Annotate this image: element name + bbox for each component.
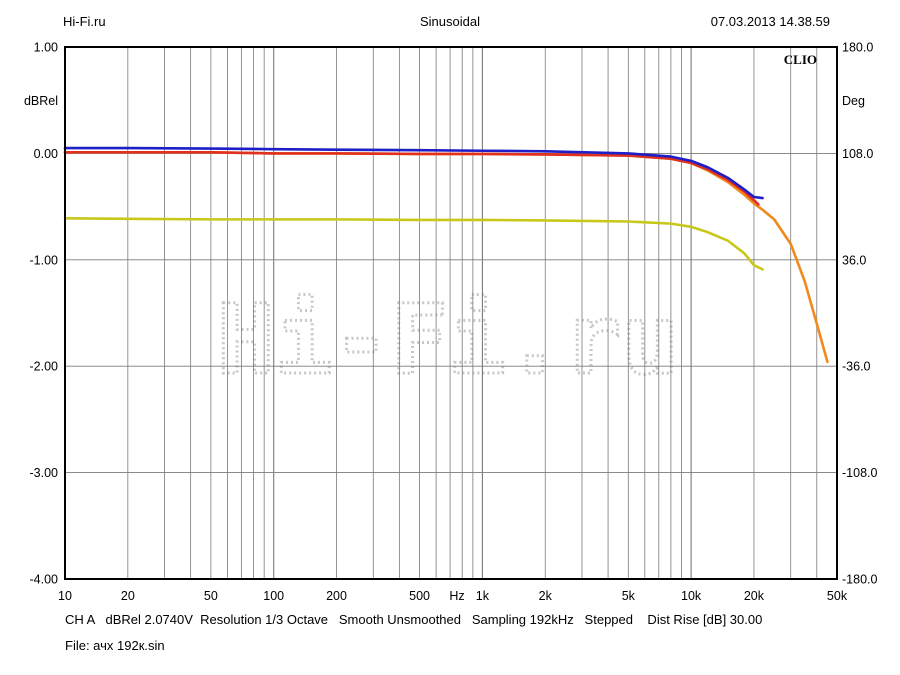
x-tick-label: 20k — [744, 589, 765, 603]
y2-tick-label: -180.0 — [842, 573, 877, 587]
x-tick-label: 50k — [827, 589, 848, 603]
x-tick-label: 1k — [476, 589, 490, 603]
y-tick-label: 1.00 — [34, 41, 58, 55]
y-tick-label: -4.00 — [30, 573, 59, 587]
y2-tick-label: -36.0 — [842, 360, 871, 374]
y2-tick-label: -108.0 — [842, 466, 877, 480]
x-tick-label: 100 — [263, 589, 284, 603]
x-tick-label: 50 — [204, 589, 218, 603]
x-tick-label: 20 — [121, 589, 135, 603]
x-tick-label: 500 — [409, 589, 430, 603]
header-left-title: Hi-Fi.ru — [63, 14, 106, 29]
y2-tick-label: 180.0 — [842, 41, 873, 55]
watermark-text: Hi-Fi.ru — [217, 284, 679, 396]
series-line-blue — [63, 146, 764, 200]
x-tick-label: 10 — [58, 589, 72, 603]
x-tick-label: 10k — [681, 589, 702, 603]
y-tick-label: -3.00 — [30, 466, 59, 480]
plot-frame — [64, 46, 838, 580]
series-layer — [63, 146, 829, 364]
x-tick-label: 2k — [539, 589, 553, 603]
y2-tick-label: 36.0 — [842, 253, 866, 267]
y-tick-label: -1.00 — [30, 253, 59, 267]
y2-tick-label: 108.0 — [842, 147, 873, 161]
x-tick-label: 200 — [326, 589, 347, 603]
y-tick-label: -2.00 — [30, 360, 59, 374]
file-name: File: ачх 192к.sin — [65, 638, 165, 653]
series-line-red — [63, 151, 760, 206]
series-line-yellow — [63, 217, 764, 271]
y-tick-label: 0.00 — [34, 147, 58, 161]
y-axis-label: dBRel — [24, 94, 58, 108]
header-measurement-type: Sinusoidal — [420, 14, 480, 29]
y2-axis-label: Deg — [842, 94, 865, 108]
measurement-settings: CH A dBRel 2.0740V Resolution 1/3 Octave… — [65, 612, 763, 627]
watermark: Hi-Fi.ru — [215, 283, 680, 398]
x-axis-unit-label: Hz — [449, 589, 464, 603]
brand-logo: CLIO — [784, 52, 817, 67]
x-tick-label: 5k — [622, 589, 636, 603]
tick-labels: 10 20 50 100 200 500 1k 2k 5k 10k 20k 50k 1.00 180.0 0… — [30, 41, 878, 604]
grid — [65, 47, 837, 579]
header-timestamp: 07.03.2013 14.38.59 — [710, 14, 830, 29]
